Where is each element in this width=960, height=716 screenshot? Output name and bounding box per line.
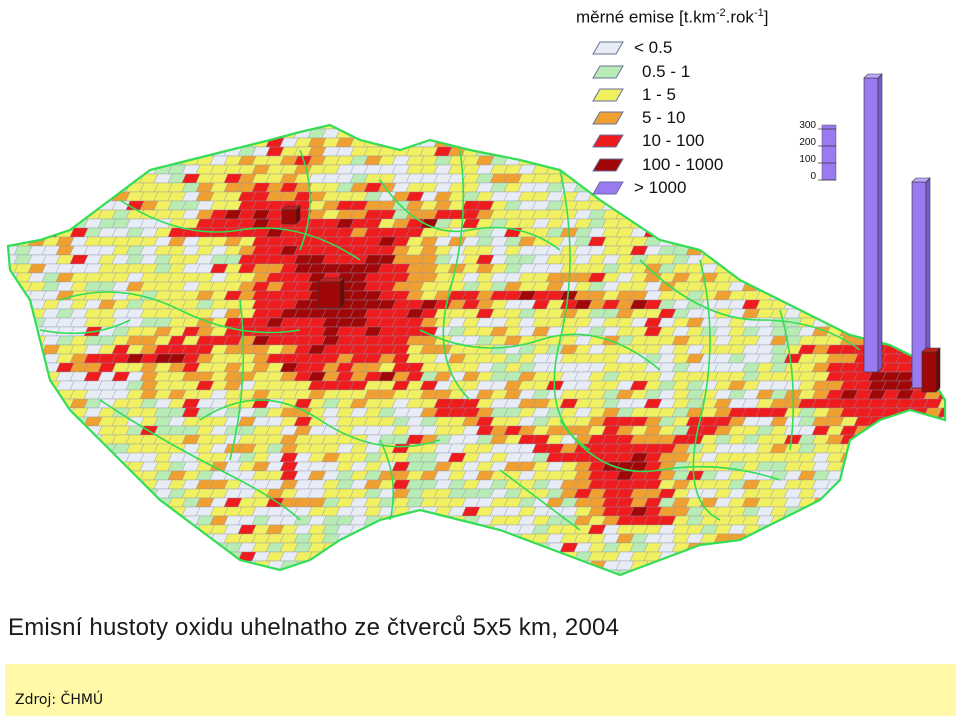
high-emission-bars <box>281 73 941 393</box>
legend-label: 0.5 - 1 <box>642 61 691 81</box>
legend-item: 1 - 5 <box>576 83 836 106</box>
legend-swatch <box>592 158 624 172</box>
legend-swatch <box>592 111 624 125</box>
legend-item: > 1000 <box>576 176 836 199</box>
legend-item: 10 - 100 <box>576 130 836 153</box>
map-caption: Emisní hustoty oxidu uhelnatho ze čtverc… <box>8 614 620 641</box>
legend-swatch <box>592 181 624 195</box>
scale-tick-label: 100 <box>799 154 816 165</box>
legend-label: 10 - 100 <box>642 131 705 151</box>
source-text: Zdroj: ČHMÚ <box>15 692 104 708</box>
legend-item: 100 - 1000 <box>576 153 836 176</box>
legend-swatch <box>592 65 624 79</box>
map-canvas: 300 200 100 0 <box>6 73 947 577</box>
scale-tick-label: 0 <box>810 171 816 182</box>
bar-scale: 300 200 100 0 <box>799 120 837 182</box>
legend-label: > 1000 <box>634 178 687 198</box>
legend: měrné emise [t.km-2.rok-1] < 0.5 0.5 - 1 1… <box>576 2 836 200</box>
legend-item: 0.5 - 1 <box>576 60 836 83</box>
legend-label: < 0.5 <box>634 38 673 58</box>
legend-swatch <box>592 41 624 55</box>
source-bar: Zdroj: ČHMÚ <box>5 664 956 716</box>
legend-swatch <box>592 134 624 148</box>
scale-tick-label: 200 <box>799 137 816 148</box>
legend-item: < 0.5 <box>576 37 836 60</box>
country-outline <box>6 123 947 577</box>
legend-items: < 0.5 0.5 - 1 1 - 5 5 - 10 10 - 100 100 - 100… <box>576 37 836 200</box>
scale-tick-label: 300 <box>799 120 816 131</box>
legend-label: 5 - 10 <box>642 108 686 128</box>
legend-swatch <box>592 88 624 102</box>
legend-item: 5 - 10 <box>576 107 836 130</box>
legend-title: měrné emise [t.km-2.rok-1] <box>576 7 769 27</box>
legend-label: 100 - 1000 <box>642 154 724 174</box>
district-borders <box>39 149 861 531</box>
legend-label: 1 - 5 <box>642 84 677 104</box>
emission-map: 300 200 100 0 měrné emise [t.km-2.rok-1] < … <box>6 2 947 577</box>
